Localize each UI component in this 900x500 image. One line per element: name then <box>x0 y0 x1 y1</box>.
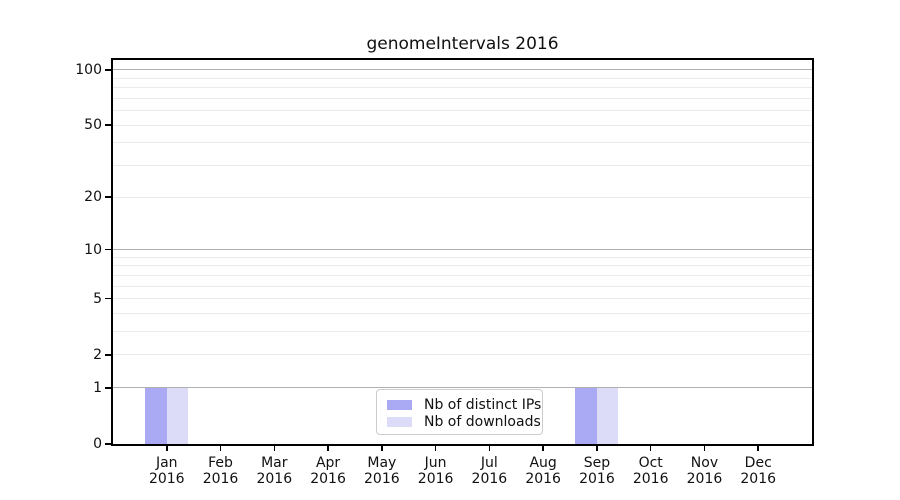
legend-item-downloads: Nb of downloads <box>377 413 542 430</box>
gridline-minor <box>113 77 812 79</box>
x-tick-label-month: Nov <box>690 455 719 471</box>
x-tick-mark <box>703 446 706 451</box>
x-tick-label-year: 2016 <box>579 471 615 487</box>
x-tick-label: Mar 2016 <box>242 455 306 487</box>
x-tick-label: Apr 2016 <box>296 455 360 487</box>
x-tick-label-month: Dec <box>744 455 772 471</box>
gridline-minor <box>113 97 812 99</box>
x-tick-label-month: Jun <box>424 455 447 471</box>
y-tick-label: 2 <box>93 346 102 363</box>
y-tick-mark <box>105 248 111 251</box>
gridline-major <box>113 69 812 71</box>
legend: Nb of distinct IPs Nb of downloads <box>376 389 543 435</box>
x-tick-mark <box>381 446 383 451</box>
x-tick-label: Jun 2016 <box>404 455 468 487</box>
y-tick-label: 0 <box>93 436 102 452</box>
x-tick-mark <box>166 446 168 451</box>
gridline-minor <box>113 256 812 258</box>
x-tick-label-year: 2016 <box>686 471 723 487</box>
x-tick-label-month: Feb <box>208 455 233 471</box>
x-tick-label: Aug 2016 <box>511 455 575 487</box>
x-tick-label-year: 2016 <box>525 471 561 487</box>
gridline-minor <box>113 110 812 112</box>
gridline-major <box>113 387 812 389</box>
gridline-minor <box>113 285 812 287</box>
y-tick-mark <box>105 387 111 389</box>
gridline-minor <box>113 165 812 167</box>
x-tick-label-month: Sep <box>583 455 611 471</box>
gridline-minor <box>113 313 812 314</box>
x-tick-label-year: 2016 <box>471 471 508 487</box>
bar-distinct-ips <box>574 387 597 444</box>
x-tick-mark <box>434 446 437 451</box>
chart-title: genomeIntervals 2016 <box>366 34 559 54</box>
x-tick-label-year: 2016 <box>148 471 185 487</box>
x-tick-mark <box>649 446 652 451</box>
x-tick-label-month: Jan <box>155 455 178 471</box>
x-tick-label: Dec 2016 <box>726 455 790 487</box>
x-tick-label-month: May <box>367 455 397 471</box>
x-tick-label: May 2016 <box>350 455 414 487</box>
bar-downloads <box>166 387 188 444</box>
y-tick-label: 50 <box>84 117 102 134</box>
gridline-minor <box>113 87 812 89</box>
y-tick-label: 10 <box>84 241 102 258</box>
x-tick-label: Jul 2016 <box>457 455 521 487</box>
x-tick-mark <box>273 446 276 451</box>
gridline-minor <box>113 331 812 333</box>
gridline-major <box>113 249 812 251</box>
x-tick-mark <box>327 446 329 451</box>
y-tick-label: 1 <box>93 379 102 396</box>
x-tick-mark <box>757 446 759 451</box>
y-tick-label: 20 <box>84 189 102 206</box>
x-tick-label-month: Aug <box>529 455 557 471</box>
y-tick-label: 100 <box>75 61 102 78</box>
x-tick-mark <box>596 446 598 451</box>
y-tick-mark <box>105 196 111 198</box>
y-tick-label: 5 <box>93 290 102 307</box>
legend-swatch-distinct-ips <box>387 399 412 410</box>
gridline-minor <box>113 298 812 300</box>
bar-distinct-ips <box>144 387 167 444</box>
x-tick-label-month: Jul <box>480 455 498 471</box>
x-tick-label-year: 2016 <box>256 471 293 487</box>
x-tick-label-month: Apr <box>315 455 341 471</box>
legend-swatch-downloads <box>387 416 412 427</box>
y-tick-mark <box>105 443 111 445</box>
x-tick-label-year: 2016 <box>417 471 454 487</box>
legend-label-distinct-ips: Nb of distinct IPs <box>424 396 542 413</box>
x-tick-mark <box>488 446 491 451</box>
y-tick-mark <box>105 124 111 126</box>
x-tick-label-year: 2016 <box>202 471 239 487</box>
gridline-minor <box>113 142 812 144</box>
x-tick-label-month: Oct <box>638 455 663 471</box>
x-tick-mark <box>219 446 222 451</box>
x-tick-label: Nov 2016 <box>672 455 736 487</box>
y-tick-mark <box>105 354 111 356</box>
x-tick-label-year: 2016 <box>310 471 346 487</box>
x-tick-mark <box>542 446 544 451</box>
y-tick-mark <box>105 69 111 71</box>
x-tick-label: Sep 2016 <box>565 455 629 487</box>
gridline-minor <box>113 124 812 126</box>
gridline-minor <box>113 265 812 267</box>
x-tick-label-year: 2016 <box>364 471 400 487</box>
x-tick-label: Jan 2016 <box>135 455 199 487</box>
gridline-minor <box>113 274 812 276</box>
x-tick-label-year: 2016 <box>632 471 669 487</box>
x-tick-label: Oct 2016 <box>619 455 683 487</box>
legend-label-downloads: Nb of downloads <box>424 413 541 430</box>
x-tick-label-month: Mar <box>261 455 288 471</box>
gridline-minor <box>113 196 812 198</box>
x-tick-label: Feb 2016 <box>189 455 253 487</box>
y-tick-mark <box>105 297 111 300</box>
bar-downloads <box>596 387 618 444</box>
legend-item-distinct-ips: Nb of distinct IPs <box>377 396 542 413</box>
gridline-minor <box>113 354 812 356</box>
x-tick-label-year: 2016 <box>740 471 777 487</box>
